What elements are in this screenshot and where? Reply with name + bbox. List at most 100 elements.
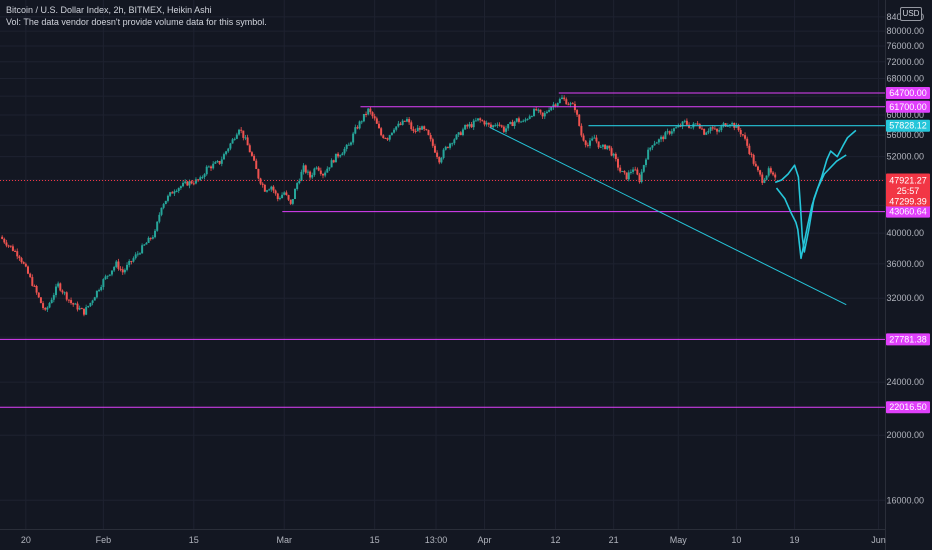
candle-up xyxy=(416,127,419,132)
candle-up xyxy=(311,174,314,178)
candle-down xyxy=(487,122,490,125)
candle-up xyxy=(550,107,553,111)
candle-up xyxy=(722,123,725,127)
price-tick-label: 36000.00 xyxy=(886,259,924,269)
candle-down xyxy=(703,128,706,135)
candle-up xyxy=(87,305,90,308)
candle-down xyxy=(386,138,389,140)
candle-down xyxy=(408,119,411,123)
candle-down xyxy=(42,303,45,308)
candle-down xyxy=(410,122,413,130)
candle-up xyxy=(472,120,475,128)
candle-up xyxy=(552,104,555,108)
candle-up xyxy=(89,302,92,306)
candle-down xyxy=(662,136,665,140)
candle-up xyxy=(558,99,561,103)
candle-up xyxy=(767,168,770,176)
candle-down xyxy=(5,242,8,246)
candle-up xyxy=(50,299,53,304)
candle-up xyxy=(177,188,180,191)
candle-down xyxy=(80,308,83,310)
candle-down xyxy=(750,153,753,155)
candle-down xyxy=(772,172,775,175)
candle-up xyxy=(451,143,454,145)
candle-down xyxy=(414,131,417,133)
candle-down xyxy=(309,171,312,178)
candle-down xyxy=(210,166,213,169)
candle-up xyxy=(207,166,210,168)
candle-up xyxy=(401,120,404,125)
candle-down xyxy=(70,300,73,304)
candle-up xyxy=(367,108,370,115)
time-tick-label: 20 xyxy=(21,535,31,545)
candle-up xyxy=(281,194,284,199)
candle-up xyxy=(113,266,116,271)
candle-down xyxy=(31,277,34,286)
candle-up xyxy=(326,168,329,173)
candle-down xyxy=(418,127,421,130)
candle-down xyxy=(483,121,486,125)
candle-down xyxy=(498,124,501,126)
time-axis[interactable]: 20 Feb 15 Mar 15 13:00 Apr 12 21 May 10 19 Jun xyxy=(21,535,886,545)
price-tick-label: 16000.00 xyxy=(886,495,924,505)
candle-up xyxy=(672,128,675,132)
level-price-tag: 64700.00 xyxy=(889,88,927,98)
candle-up xyxy=(670,131,673,134)
candle-down xyxy=(380,128,383,136)
candle-up xyxy=(651,145,654,148)
candle-up xyxy=(306,171,309,173)
candle-up xyxy=(110,270,113,275)
candle-up xyxy=(533,109,536,117)
candle-down xyxy=(16,251,19,257)
candle-up xyxy=(238,129,241,135)
price-tick-label: 56000.00 xyxy=(886,130,924,140)
candle-down xyxy=(39,297,42,304)
candle-up xyxy=(526,118,529,120)
candle-up xyxy=(474,120,477,122)
candle-down xyxy=(82,308,85,315)
candle-down xyxy=(259,178,262,184)
candle-down xyxy=(746,138,749,146)
candle-up xyxy=(227,148,230,152)
candle-down xyxy=(756,166,759,171)
candle-up xyxy=(548,110,551,112)
candle-down xyxy=(257,169,260,179)
candle-up xyxy=(455,134,458,140)
price-tags: 64700.00 61700.00 43060.64 27781.38 22016.50… xyxy=(886,86,930,414)
candle-down xyxy=(14,250,17,252)
candle-up xyxy=(718,130,721,132)
candle-up xyxy=(48,303,51,308)
symbol-title[interactable]: Bitcoin / U.S. Dollar Index, 2h, BITMEX,… xyxy=(6,5,212,15)
currency-badge[interactable]: USD xyxy=(900,7,922,21)
resistance-price-tag: 57828.12 xyxy=(889,121,927,131)
drawings xyxy=(489,126,857,306)
candle-down xyxy=(614,153,617,160)
candle-up xyxy=(294,189,296,200)
candle-up xyxy=(343,148,346,154)
candle-down xyxy=(332,160,335,163)
candle-up xyxy=(660,136,663,140)
candle-up xyxy=(341,153,344,156)
candle-down xyxy=(459,132,462,136)
candle-down xyxy=(190,181,193,184)
candle-down xyxy=(541,112,544,117)
candle-up xyxy=(100,287,103,291)
candle-down xyxy=(446,146,449,148)
level-price-tag-bg xyxy=(886,401,930,414)
level-price-tag-bg xyxy=(886,100,930,113)
candle-down xyxy=(427,130,430,136)
price-tick-label: 40000.00 xyxy=(886,228,924,238)
candle-up xyxy=(545,111,548,114)
candle-down xyxy=(567,104,570,106)
candle-up xyxy=(644,159,647,166)
candle-up xyxy=(57,283,60,287)
candle-down xyxy=(11,246,14,251)
price-tick-label: 20000.00 xyxy=(886,430,924,440)
candle-down xyxy=(623,170,626,173)
candle-up xyxy=(54,286,57,296)
candle-down xyxy=(595,137,598,142)
candle-down xyxy=(610,148,613,156)
candle-down xyxy=(685,120,688,125)
